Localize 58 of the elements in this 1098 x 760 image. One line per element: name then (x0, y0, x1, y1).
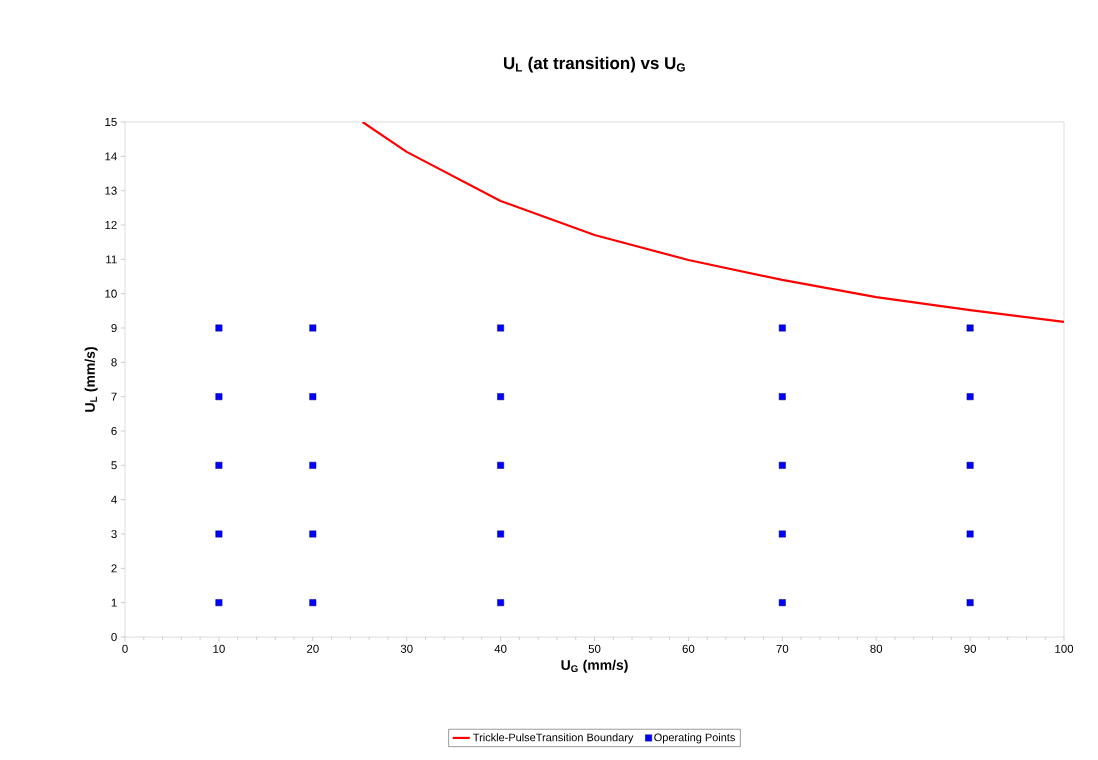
point (778, 393, 786, 401)
point (778, 599, 786, 607)
y-tick-label: 3 (111, 529, 117, 539)
point (778, 324, 786, 332)
point (497, 599, 505, 607)
point (966, 599, 974, 607)
y-axis-title: U$_{L}$ (mm/s) (84, 347, 98, 412)
x-tick-label: 70 (776, 644, 789, 653)
point (215, 461, 223, 469)
point (215, 393, 223, 401)
point (309, 461, 317, 469)
x-tick-label: 60 (682, 644, 695, 653)
point (309, 324, 317, 332)
y-tick-label: 8 (111, 358, 117, 367)
y-tick-label: 9 (111, 323, 117, 333)
y-tick-label: 11 (106, 255, 117, 264)
x-tick-label: 50 (588, 644, 601, 653)
y-tick-label: 15 (105, 118, 117, 126)
point (309, 599, 317, 607)
point (309, 393, 317, 401)
y-tick-label: 1 (111, 598, 117, 607)
point (497, 393, 505, 401)
point (215, 324, 223, 332)
point (778, 461, 786, 469)
y-tick-label: 2 (111, 564, 117, 573)
y-tick-label: 7 (111, 392, 117, 401)
point (966, 530, 974, 538)
y-tick-label: 0 (111, 632, 117, 642)
x-tick-label: 10 (213, 644, 225, 653)
x-axis-title: U$_{G}$ (mm/s) (561, 659, 628, 673)
y-tick-label: 5 (111, 461, 117, 470)
point (778, 530, 786, 538)
x-tick-label: 100 (1055, 644, 1074, 653)
y-tick-label: 13 (105, 186, 117, 195)
point (966, 393, 974, 401)
y-tick-label: 12 (105, 221, 117, 229)
line-series (361, 122, 1065, 323)
chart-title: U$_{L}$ (at transition) vs U$_{G}$ (503, 56, 685, 73)
point (966, 461, 974, 469)
x-tick-label: 40 (494, 644, 507, 653)
x-tick-label: 90 (964, 644, 977, 653)
point (966, 324, 974, 332)
point (215, 530, 223, 538)
y-tick-label: 4 (111, 495, 117, 504)
legend-label: Operating Points (654, 733, 735, 744)
x-tick-label: 0 (122, 644, 128, 653)
point (497, 530, 505, 538)
point (309, 530, 317, 538)
y-tick-label: 6 (111, 426, 117, 436)
point (497, 461, 505, 469)
y-tick-label: 14 (105, 152, 117, 161)
point (497, 324, 505, 332)
legend-label: Trickle-PulseTransition Boundary (473, 733, 634, 744)
y-tick-label: 10 (105, 289, 117, 298)
point (215, 599, 223, 607)
x-tick-label: 30 (400, 644, 413, 653)
x-tick-label: 80 (870, 644, 883, 653)
x-tick-label: 20 (307, 644, 319, 653)
